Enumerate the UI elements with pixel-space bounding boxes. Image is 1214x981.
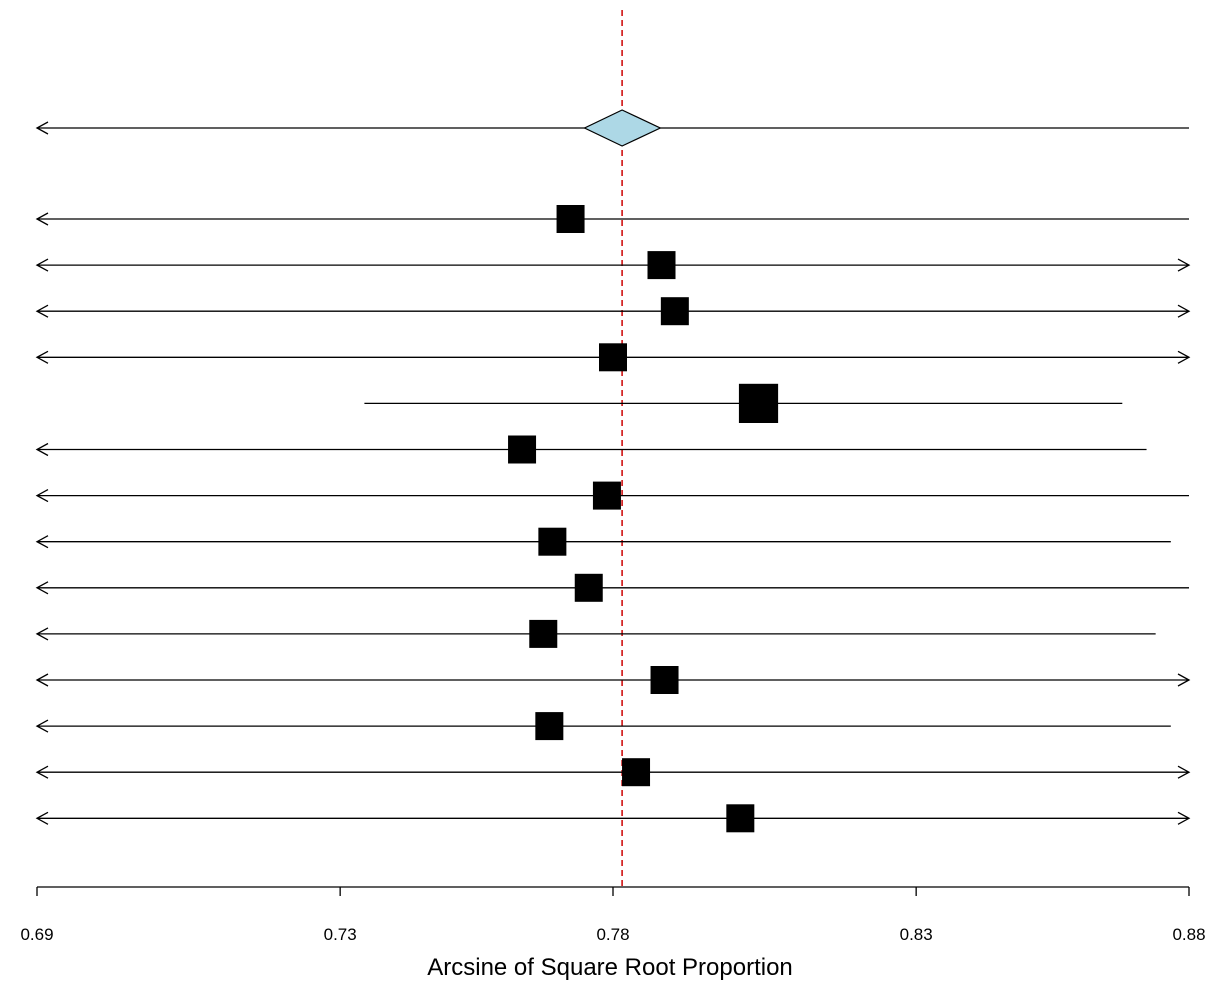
study-rows-layer (35, 109, 1191, 833)
study-right-arrow (1177, 811, 1191, 825)
study-left-arrow (35, 765, 49, 779)
study-row (35, 343, 1191, 372)
x-tick-label: 0.83 (900, 925, 933, 944)
study-point-estimate (647, 251, 676, 280)
x-tick-label: 0.73 (324, 925, 357, 944)
study-point-estimate (529, 619, 558, 648)
study-left-arrow (35, 581, 49, 595)
x-tick-label: 0.78 (596, 925, 629, 944)
study-left-arrow (35, 442, 49, 457)
study-point-estimate (726, 804, 755, 833)
study-row (35, 481, 1189, 510)
study-row (35, 758, 1191, 787)
study-right-arrow (1177, 673, 1191, 687)
study-left-arrow (35, 811, 49, 825)
study-row (35, 619, 1156, 648)
study-row (35, 804, 1191, 833)
study-left-arrow (35, 719, 49, 733)
study-left-arrow (35, 258, 49, 272)
study-left-arrow (35, 304, 49, 318)
study-row (35, 573, 1189, 602)
study-point-estimate (535, 712, 564, 741)
study-point-estimate (538, 527, 567, 556)
study-point-estimate (738, 383, 779, 423)
study-point-estimate (508, 435, 537, 464)
study-left-arrow (35, 535, 49, 549)
study-right-arrow (1177, 765, 1191, 779)
study-point-estimate (660, 297, 689, 326)
study-row (364, 383, 1123, 423)
study-left-arrow (35, 212, 49, 226)
x-tick-label: 0.88 (1172, 925, 1205, 944)
summary-diamond (583, 109, 662, 147)
study-left-arrow (35, 350, 49, 364)
study-point-estimate (599, 343, 627, 372)
x-tick-label: 0.69 (20, 925, 53, 944)
study-left-arrow (35, 673, 49, 687)
study-row (35, 527, 1171, 556)
summary-left-arrow (35, 121, 49, 135)
study-left-arrow (35, 627, 49, 641)
study-row (35, 251, 1191, 280)
study-row (35, 435, 1147, 464)
study-row (35, 297, 1191, 326)
study-row (35, 666, 1191, 694)
x-axis-title: Arcsine of Square Root Proportion (427, 954, 793, 981)
study-point-estimate (650, 666, 679, 694)
study-point-estimate (556, 205, 585, 233)
study-point-estimate (592, 481, 621, 510)
study-row (35, 712, 1171, 741)
x-axis: 0.69 0.73 0.78 0.83 0.88 (20, 886, 1206, 944)
study-right-arrow (1177, 258, 1191, 272)
study-right-arrow (1177, 350, 1191, 364)
study-right-arrow (1177, 304, 1191, 318)
study-point-estimate (622, 758, 651, 787)
study-left-arrow (35, 489, 49, 503)
study-row (35, 205, 1189, 233)
study-point-estimate (574, 573, 603, 602)
